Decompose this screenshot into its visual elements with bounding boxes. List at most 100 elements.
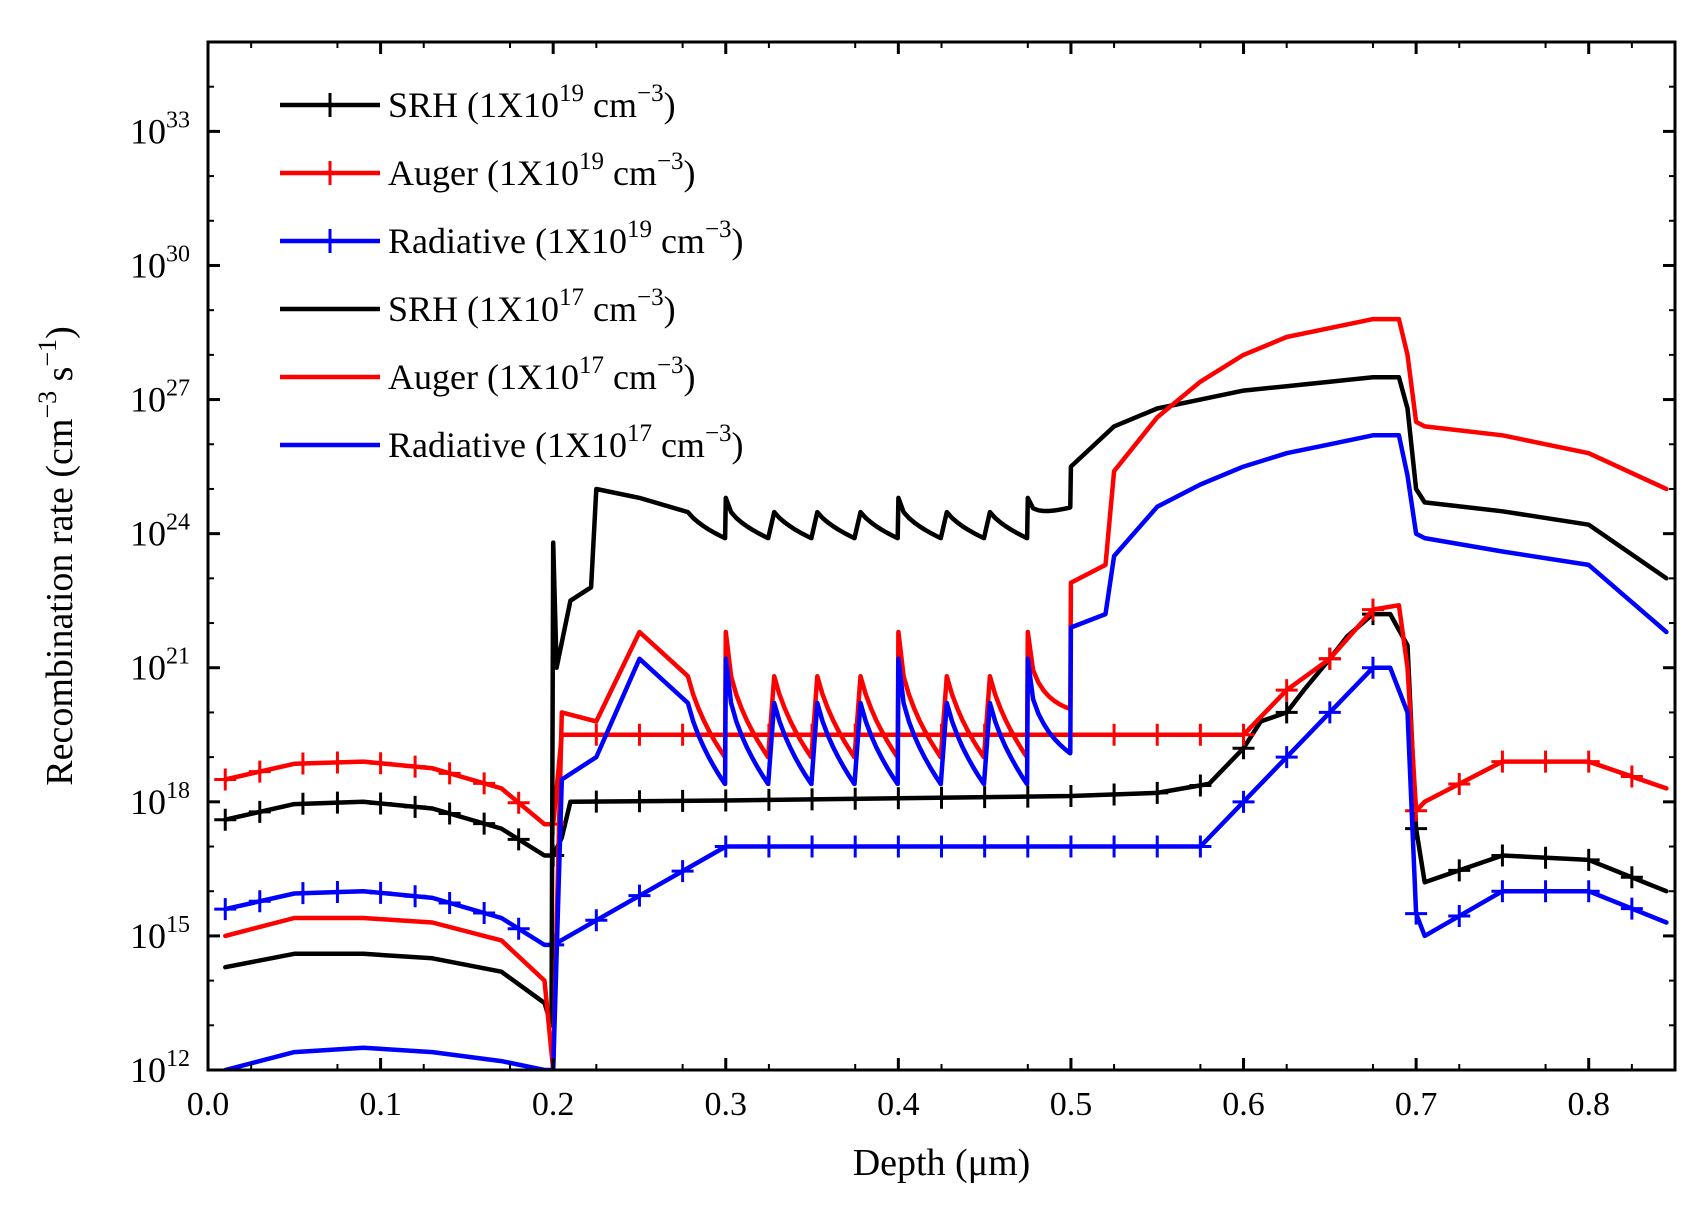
legend-label-text: cm: [584, 289, 637, 329]
x-tick-label-5: 0.5: [1050, 1086, 1093, 1123]
legend-item-3: SRH (1X1017 cm−3): [280, 284, 676, 329]
legend-item-5: Radiative (1X1017 cm−3): [280, 420, 744, 465]
series-0-marker-2: [291, 792, 314, 815]
series-2-marker-21: [1059, 835, 1082, 858]
series-2-marker-1: [248, 890, 271, 913]
y-tick-exponent: 30: [166, 241, 190, 267]
series-line-5: [223, 433, 1669, 1070]
series-0-marker-3: [326, 791, 349, 814]
series-1-marker-4: [369, 752, 392, 775]
series-2-marker-34: [1620, 897, 1643, 920]
series-0-marker-4: [369, 792, 392, 815]
legend-label-sup: 19: [627, 216, 652, 243]
x-tick-label-7: 0.7: [1395, 1086, 1438, 1123]
series-1-marker-8: [507, 791, 530, 814]
series-2-marker-11: [628, 884, 651, 907]
series-1-marker-28: [1361, 598, 1384, 621]
series-2-marker-0: [214, 898, 237, 921]
series-0-marker-23: [1146, 781, 1169, 804]
y-tick-label-2: 1018: [130, 778, 190, 822]
y-tick-label-4: 1024: [130, 510, 190, 554]
series-2-marker-26: [1275, 746, 1298, 769]
series-2-marker-5: [404, 885, 427, 908]
series-0-marker-11: [628, 790, 651, 813]
series-2-marker-33: [1577, 880, 1600, 903]
series-0-marker-13: [714, 789, 737, 812]
series-0-marker-19: [973, 786, 996, 809]
series-2-marker-18: [930, 835, 953, 858]
y-axis-label: Recombination rate (cm−3 s−1): [33, 326, 81, 786]
series-1-marker-7: [473, 772, 496, 795]
x-tick-label-0: 0.0: [187, 1086, 230, 1123]
series-layer: [214, 316, 1669, 1070]
legend-swatch-marker: [319, 229, 341, 253]
series-2-marker-4: [369, 881, 392, 904]
series-2-marker-32: [1534, 880, 1557, 903]
legend-label-sup: 17: [559, 284, 584, 311]
y-tick-exponent: 21: [166, 644, 190, 670]
series-2-marker-6: [438, 891, 461, 914]
legend-label-sup: −3: [705, 420, 732, 447]
y-tick-exponent: 24: [166, 510, 190, 536]
legend-item-1: Auger (1X1019 cm−3): [280, 148, 696, 193]
legend-label-text: Radiative (1X10: [388, 221, 627, 261]
series-0-marker-0: [214, 808, 237, 831]
y-tick-label-1: 1015: [130, 912, 190, 956]
series-0-marker-21: [1059, 785, 1082, 808]
y-axis-label-text: ): [39, 326, 81, 339]
legend-label-sup: −3: [637, 284, 664, 311]
legend-label-text: ): [664, 289, 676, 329]
series-0-marker-10: [585, 790, 608, 813]
series-0-marker-24: [1189, 774, 1212, 797]
series-0-marker-14: [757, 788, 780, 811]
series-0-marker-12: [671, 789, 694, 812]
y-tick-base: 10: [130, 245, 166, 285]
series-2-marker-16: [844, 835, 867, 858]
legend-label-text: ): [664, 85, 676, 125]
y-tick-exponent: 27: [166, 376, 190, 402]
y-axis-label-sup: −1: [33, 339, 62, 367]
y-tick-base: 10: [130, 111, 166, 151]
x-tick-label-6: 0.6: [1222, 1086, 1265, 1123]
x-tick-label-2: 0.2: [532, 1086, 575, 1123]
series-0-marker-32: [1534, 846, 1557, 869]
y-tick-exponent: 33: [166, 107, 190, 133]
y-tick-label-7: 1033: [130, 107, 190, 151]
series-2-marker-24: [1189, 835, 1212, 858]
series-0-marker-8: [507, 828, 530, 851]
legend-label-text: SRH (1X10: [388, 289, 559, 329]
y-tick-exponent: 15: [166, 912, 190, 938]
series-0-marker-5: [404, 795, 427, 818]
legend-item-4: Auger (1X1017 cm−3): [280, 352, 696, 397]
series-0-marker-1: [248, 800, 271, 823]
series-1-marker-12: [671, 723, 694, 746]
series-1-marker-30: [1448, 772, 1471, 795]
y-tick-base: 10: [130, 782, 166, 822]
series-0-marker-20: [1016, 785, 1039, 808]
y-axis-label-text: Recombination rate (cm: [39, 419, 81, 786]
y-tick-label-0: 1012: [130, 1046, 190, 1090]
x-tick-label-8: 0.8: [1567, 1086, 1610, 1123]
series-2-marker-19: [973, 835, 996, 858]
series-0-marker-33: [1577, 848, 1600, 871]
series-2-marker-14: [757, 835, 780, 858]
y-tick-base: 10: [130, 916, 166, 956]
y-tick-base: 10: [130, 648, 166, 688]
series-2-marker-17: [887, 835, 910, 858]
series-1-marker-1: [248, 760, 271, 783]
series-2-marker-12: [671, 860, 694, 883]
y-axis-label-text: s: [39, 367, 81, 391]
y-tick-label-5: 1027: [130, 376, 190, 420]
series-0-marker-31: [1491, 844, 1514, 867]
y-tick-label-3: 1021: [130, 644, 190, 688]
series-2-marker-30: [1448, 905, 1471, 928]
series-2-marker-29: [1405, 902, 1428, 925]
series-2-marker-28: [1361, 656, 1384, 679]
series-2-marker-23: [1146, 835, 1169, 858]
series-1-marker-2: [291, 752, 314, 775]
series-1-marker-32: [1534, 750, 1557, 773]
y-tick-exponent: 18: [166, 778, 190, 804]
series-2-marker-27: [1318, 701, 1341, 724]
series-1-marker-29: [1405, 799, 1428, 822]
